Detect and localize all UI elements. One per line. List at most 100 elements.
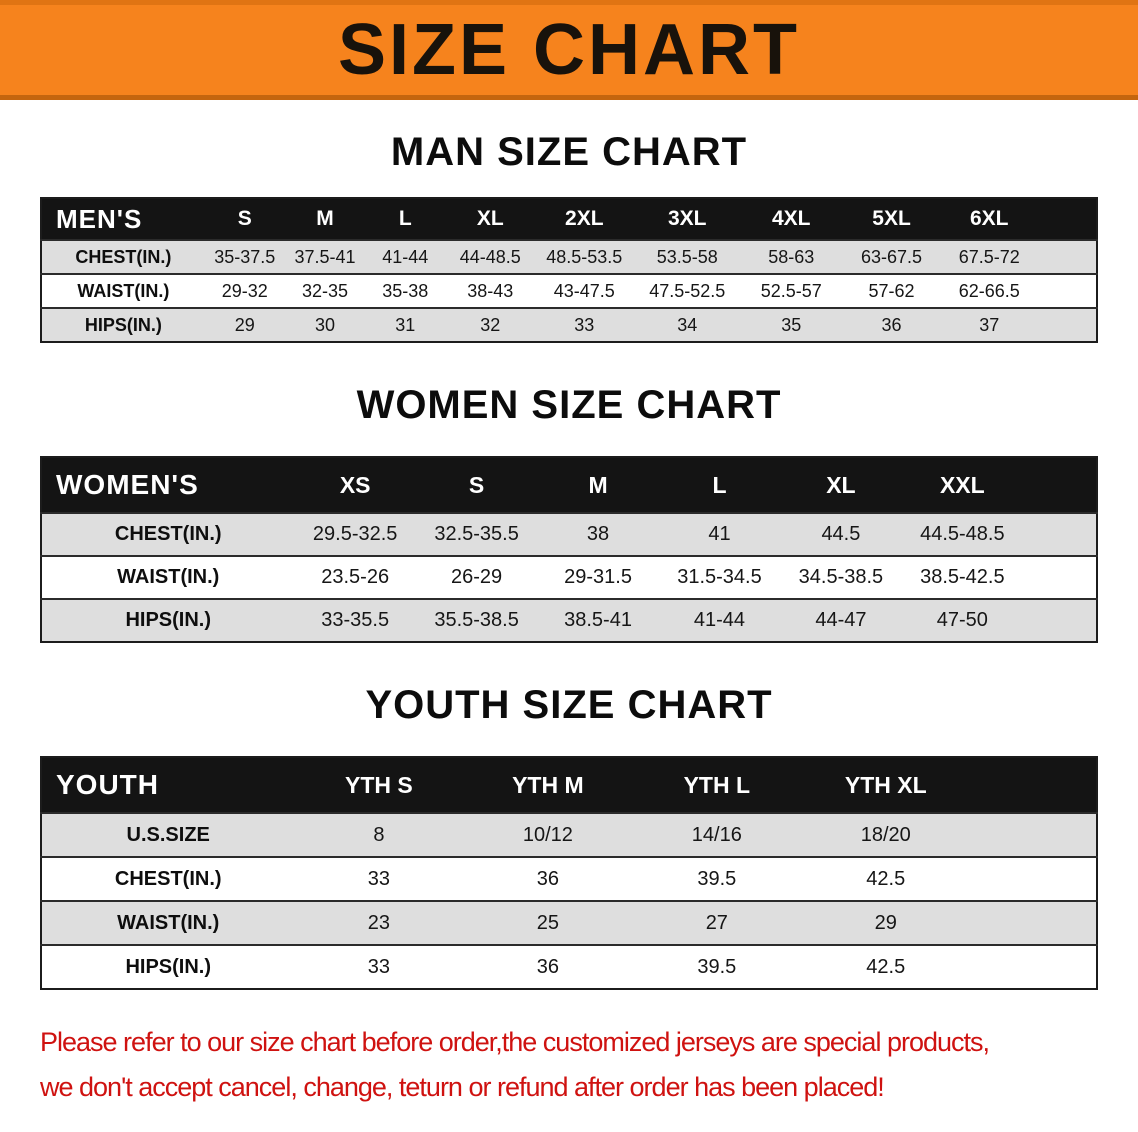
women-size-table: WOMEN'S XS S M L XL XXL CHEST(IN.) 29.5-…	[40, 456, 1098, 643]
size-col-header: S	[237, 207, 252, 230]
size-cell: 29	[234, 314, 255, 335]
cell-filler	[970, 901, 1097, 945]
size-col-header: YTH XL	[844, 771, 927, 798]
size-cell: 35-37.5	[214, 246, 276, 267]
youth-waist-row: WAIST(IN.) 23 25 27 29	[41, 901, 1097, 945]
size-cell: 36	[536, 955, 559, 978]
women-chest-row: CHEST(IN.) 29.5-32.5 32.5-35.5 38 41 44.…	[41, 513, 1097, 556]
men-hips-row: HIPS(IN.) 29 30 31 32 33 34 35 36 37	[41, 308, 1097, 342]
size-cell: 44.5-48.5	[920, 523, 1005, 545]
cell-filler	[1037, 274, 1097, 308]
size-cell: 25	[536, 911, 559, 934]
size-cell: 27	[705, 911, 728, 934]
size-cell: 37.5-41	[294, 246, 356, 267]
cell-filler	[1023, 513, 1097, 556]
size-cell: 14/16	[691, 823, 742, 846]
size-cell: 41	[708, 523, 731, 545]
men-chest-row: CHEST(IN.) 35-37.5 37.5-41 41-44 44-48.5…	[41, 240, 1097, 274]
disclaimer-line-1: Please refer to our size chart before or…	[40, 1027, 990, 1057]
size-cell: 33	[367, 867, 391, 890]
size-col-header: XL	[826, 471, 856, 498]
women-header-row: WOMEN'S XS S M L XL XXL	[41, 457, 1097, 513]
size-cell: 35-38	[382, 280, 429, 301]
size-col-header: 6XL	[969, 207, 1009, 230]
row-label: CHEST(IN.)	[114, 523, 222, 545]
size-cell: 36	[536, 867, 559, 890]
women-section: WOMEN SIZE CHART WOMEN'S XS S M L XL XXL	[0, 383, 1138, 643]
row-label: HIPS(IN.)	[125, 609, 211, 631]
size-cell: 52.5-57	[760, 280, 822, 301]
size-col-header: L	[398, 207, 412, 230]
size-cell: 41-44	[382, 246, 429, 267]
size-col-header: 3XL	[667, 207, 707, 230]
size-cell: 23	[367, 911, 391, 934]
size-cell: 42.5	[866, 955, 906, 978]
size-cell: 36	[881, 314, 902, 335]
cell-filler	[970, 945, 1097, 989]
youth-chest-row: CHEST(IN.) 33 36 39.5 42.5	[41, 857, 1097, 901]
row-label: WAIST(IN.)	[77, 280, 170, 301]
youth-size-table: YOUTH YTH S YTH M YTH L YTH XL U.S.SIZE …	[40, 756, 1098, 990]
size-cell: 8	[373, 823, 385, 846]
women-table-title: WOMEN'S	[56, 469, 199, 500]
youth-section-heading: YOUTH SIZE CHART	[365, 683, 773, 727]
size-cell: 33-35.5	[321, 609, 390, 631]
size-col-header: 5XL	[872, 207, 911, 230]
men-waist-row: WAIST(IN.) 29-32 32-35 35-38 38-43 43-47…	[41, 274, 1097, 308]
size-cell: 38	[586, 523, 610, 545]
row-label: WAIST(IN.)	[117, 911, 220, 934]
size-cell: 62-66.5	[958, 280, 1020, 301]
size-cell: 37	[979, 314, 1000, 335]
men-size-table: MEN'S S M L XL 2XL 3XL 4XL 5XL 6XL CHEST…	[40, 197, 1098, 343]
youth-ussize-row: U.S.SIZE 8 10/12 14/16 18/20	[41, 813, 1097, 857]
row-label: HIPS(IN.)	[125, 955, 211, 978]
size-cell: 44-47	[815, 609, 867, 631]
size-cell: 29	[874, 911, 897, 934]
cell-filler	[1037, 240, 1097, 274]
youth-hips-row: HIPS(IN.) 33 36 39.5 42.5	[41, 945, 1097, 989]
size-col-header: M	[316, 207, 334, 230]
size-cell: 44.5	[821, 523, 861, 545]
size-cell: 58-63	[768, 246, 815, 267]
size-cell: 34.5-38.5	[798, 566, 884, 588]
disclaimer-note: Please refer to our size chart before or…	[40, 1020, 1098, 1109]
cell-filler	[1037, 308, 1097, 342]
men-section-heading: MAN SIZE CHART	[390, 130, 748, 174]
size-cell: 41-44	[693, 609, 746, 631]
size-cell: 29-32	[221, 280, 268, 301]
size-cell: 57-62	[868, 280, 915, 301]
youth-section: YOUTH SIZE CHART YOUTH YTH S YTH M YTH L…	[0, 683, 1138, 990]
banner: SIZE CHART	[0, 0, 1138, 100]
size-cell: 39.5	[697, 955, 737, 978]
size-cell: 18/20	[860, 823, 911, 846]
size-cell: 38-43	[467, 280, 514, 301]
row-label: U.S.SIZE	[126, 823, 210, 846]
size-cell: 33	[367, 955, 391, 978]
size-col-header: XS	[339, 471, 371, 498]
size-col-header: 2XL	[565, 207, 604, 230]
size-col-header: XL	[476, 207, 504, 230]
size-cell: 39.5	[697, 867, 737, 890]
size-col-header: 4XL	[771, 207, 811, 230]
size-cell: 29-31.5	[564, 566, 632, 588]
size-cell: 48.5-53.5	[546, 246, 623, 267]
size-cell: 44-48.5	[459, 246, 521, 267]
size-col-header: YTH S	[345, 771, 413, 798]
header-filler	[970, 757, 1097, 813]
size-cell: 47-50	[936, 609, 988, 631]
row-label: HIPS(IN.)	[84, 314, 162, 335]
cell-filler	[1023, 556, 1097, 599]
women-section-heading: WOMEN SIZE CHART	[356, 383, 782, 427]
header-filler	[1037, 198, 1097, 240]
women-waist-row: WAIST(IN.) 23.5-26 26-29 29-31.5 31.5-34…	[41, 556, 1097, 599]
size-cell: 26-29	[451, 566, 503, 588]
size-cell: 67.5-72	[958, 246, 1020, 267]
size-col-header: L	[712, 471, 727, 498]
men-section: MAN SIZE CHART MEN'S S M L XL 2XL 3XL 4X…	[0, 130, 1138, 343]
header-filler	[1023, 457, 1097, 513]
size-cell: 31	[395, 314, 416, 335]
page-title: SIZE CHART	[338, 10, 800, 90]
disclaimer-line-2: we don't accept cancel, change, teturn o…	[40, 1071, 885, 1102]
size-col-header: YTH M	[512, 771, 584, 798]
size-cell: 63-67.5	[861, 246, 923, 267]
